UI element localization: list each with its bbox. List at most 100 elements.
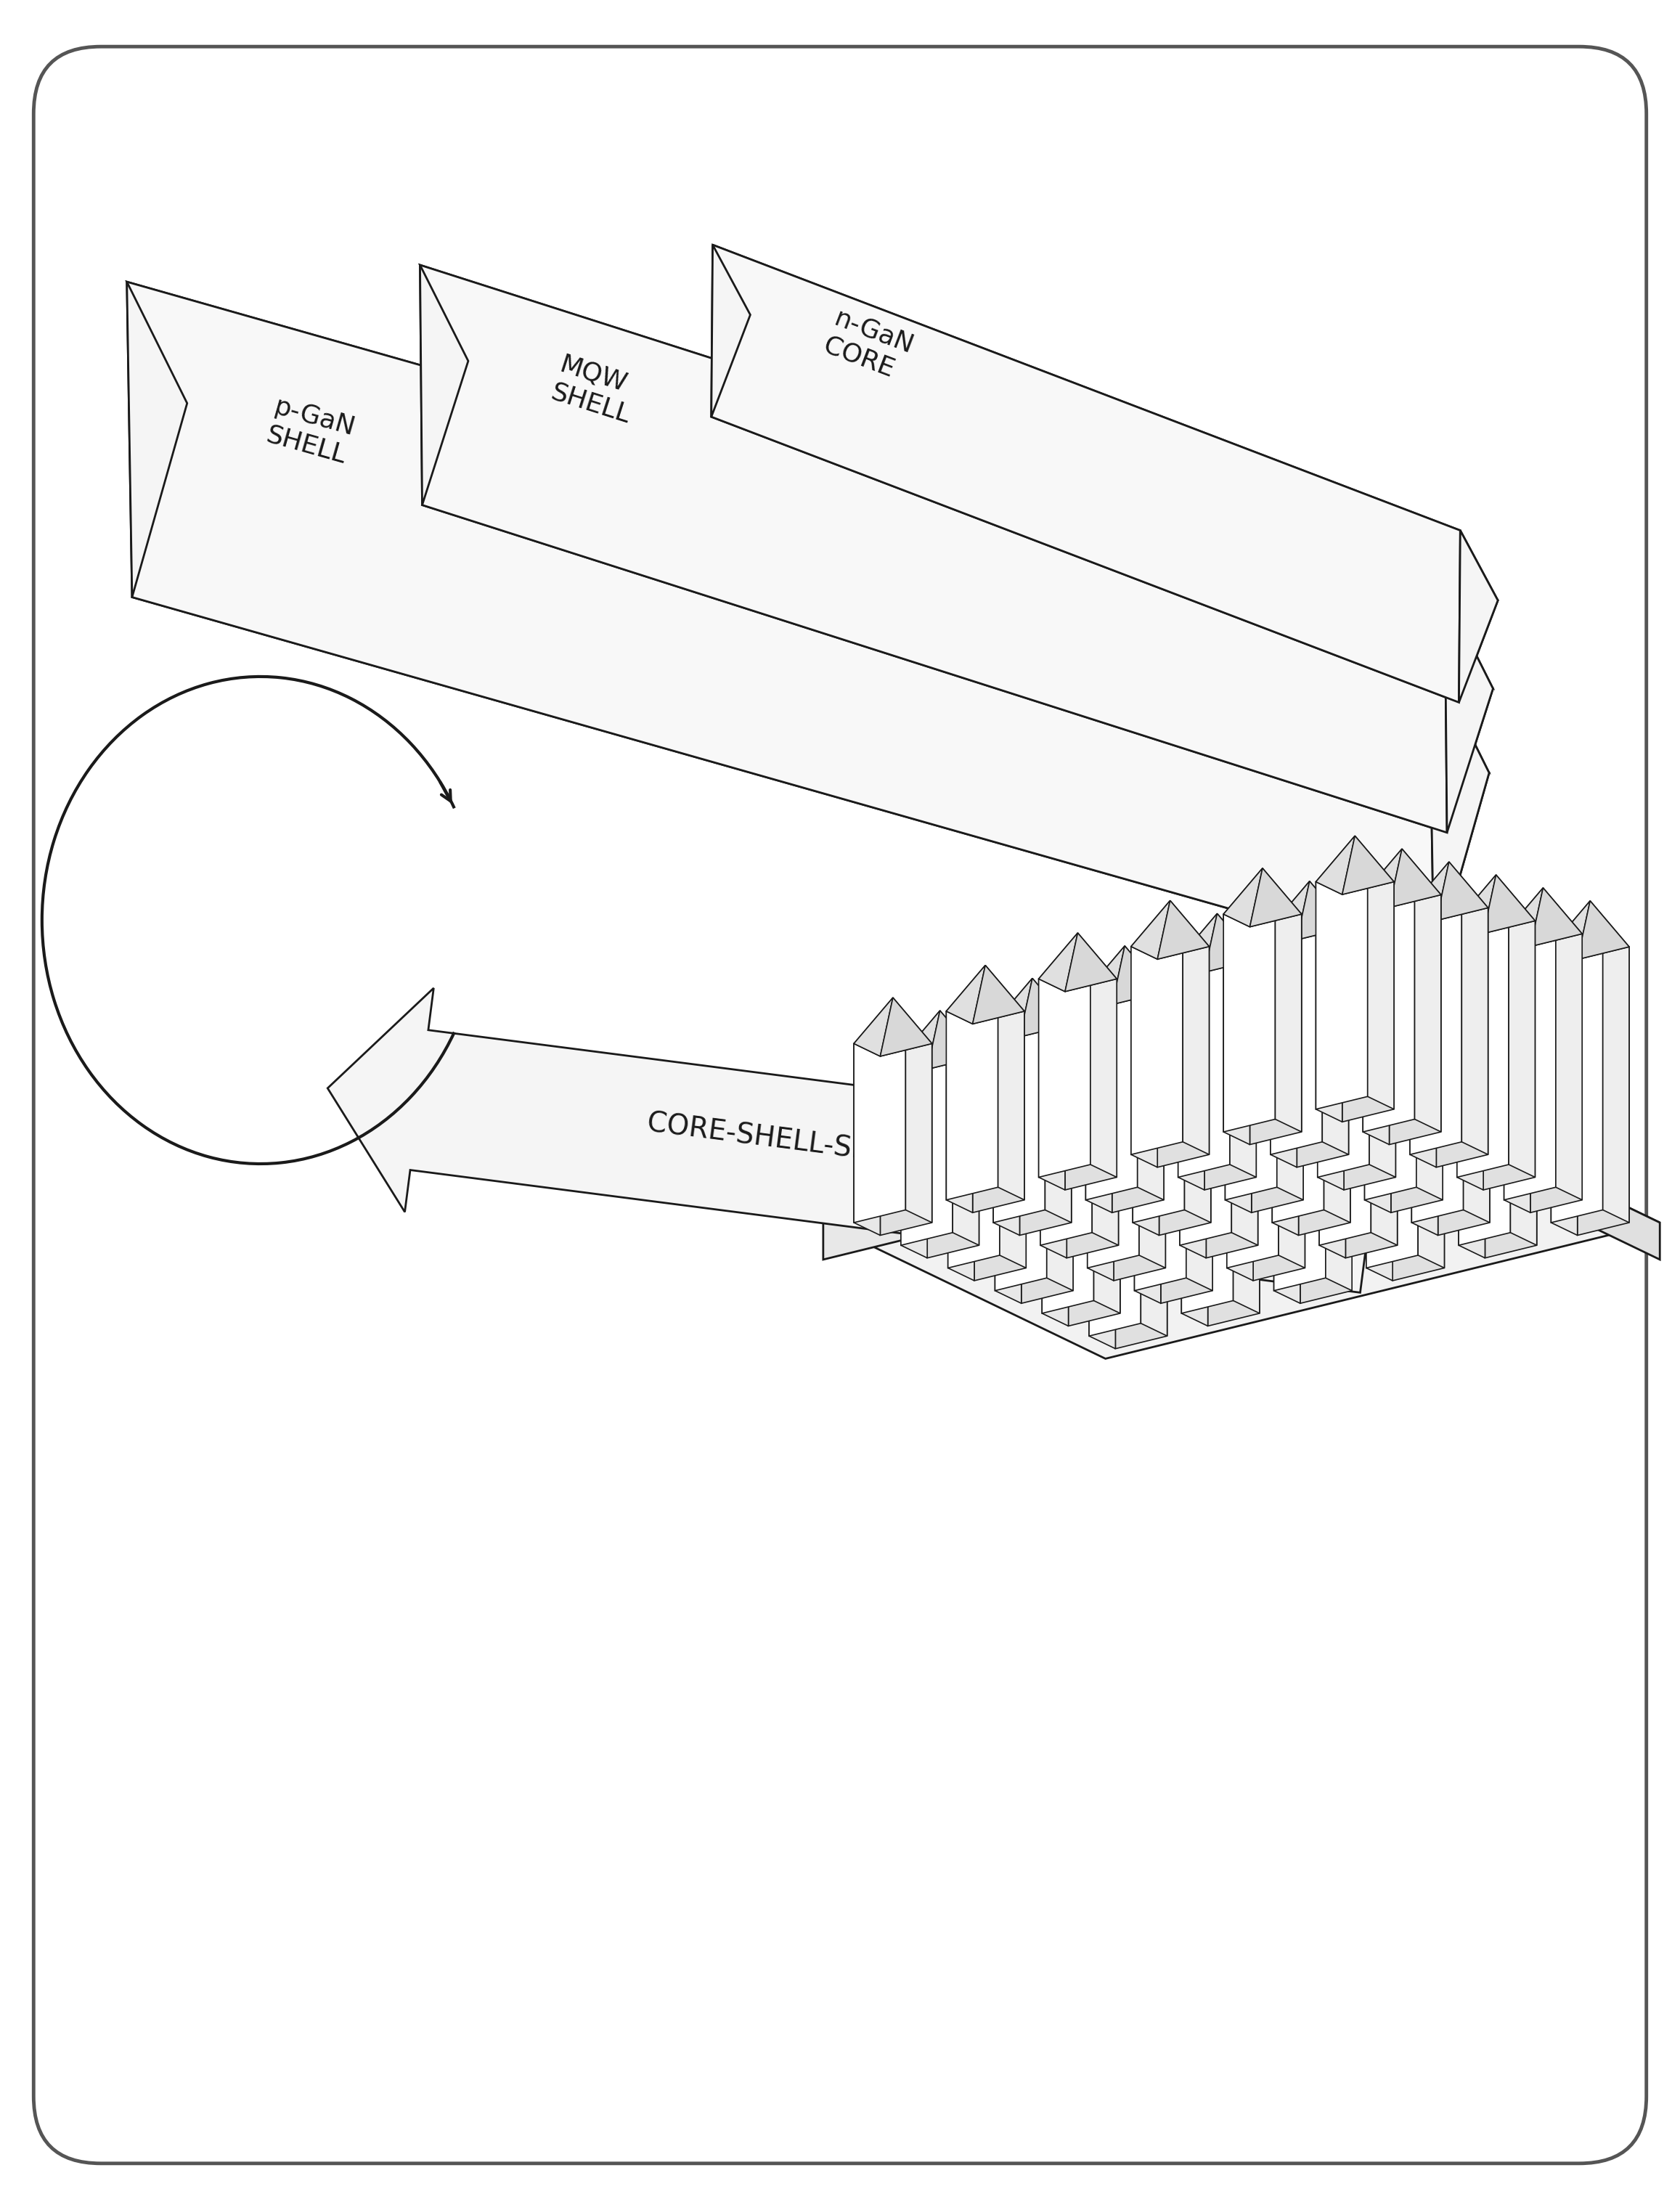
Polygon shape	[1448, 862, 1488, 908]
Polygon shape	[973, 966, 1025, 1023]
Polygon shape	[1265, 926, 1304, 972]
Polygon shape	[420, 265, 1446, 833]
Polygon shape	[1089, 1109, 1116, 1348]
Polygon shape	[993, 1012, 1072, 1036]
Polygon shape	[1132, 992, 1211, 1017]
Polygon shape	[1179, 972, 1231, 1019]
Polygon shape	[1042, 1096, 1068, 1326]
Polygon shape	[1272, 939, 1324, 986]
Polygon shape	[128, 283, 1488, 773]
Polygon shape	[1225, 959, 1304, 986]
Polygon shape	[1137, 979, 1164, 1200]
Polygon shape	[1223, 902, 1302, 926]
Polygon shape	[1032, 979, 1072, 1023]
Polygon shape	[1134, 1063, 1161, 1304]
Polygon shape	[900, 1043, 953, 1244]
Polygon shape	[1272, 972, 1324, 1222]
Polygon shape	[1364, 906, 1416, 953]
Polygon shape	[420, 265, 469, 506]
Polygon shape	[1364, 941, 1443, 966]
Polygon shape	[1159, 959, 1211, 1017]
Polygon shape	[1178, 946, 1230, 1178]
Polygon shape	[1132, 992, 1184, 1222]
Text: CORE-SHELL-SHELL MICROROD LED: CORE-SHELL-SHELL MICROROD LED	[645, 1109, 1152, 1202]
Polygon shape	[988, 1023, 1026, 1070]
Polygon shape	[1126, 1003, 1166, 1050]
Polygon shape	[1378, 1087, 1660, 1260]
Polygon shape	[1458, 933, 1510, 979]
Polygon shape	[1403, 849, 1441, 895]
Polygon shape	[900, 1056, 927, 1257]
Polygon shape	[1391, 906, 1443, 966]
Polygon shape	[948, 1056, 1026, 1083]
Polygon shape	[1485, 933, 1537, 992]
Polygon shape	[1275, 902, 1302, 1132]
Polygon shape	[1021, 1083, 1074, 1304]
Polygon shape	[1342, 882, 1394, 1123]
Polygon shape	[1132, 959, 1184, 1006]
Polygon shape	[1322, 915, 1349, 1154]
Polygon shape	[1458, 966, 1537, 992]
Polygon shape	[953, 1043, 979, 1244]
Polygon shape	[1272, 972, 1351, 999]
Polygon shape	[1253, 1030, 1305, 1280]
Polygon shape	[1226, 1030, 1253, 1280]
Polygon shape	[1362, 895, 1389, 1145]
Polygon shape	[1068, 1096, 1121, 1326]
Polygon shape	[1205, 913, 1257, 972]
Polygon shape	[1411, 919, 1463, 966]
Polygon shape	[1040, 1025, 1092, 1244]
Polygon shape	[1366, 1012, 1393, 1280]
Polygon shape	[1085, 979, 1137, 1200]
Polygon shape	[1042, 1083, 1121, 1107]
Polygon shape	[1499, 933, 1537, 979]
Polygon shape	[1087, 1003, 1126, 1063]
Polygon shape	[1457, 875, 1509, 922]
Polygon shape	[1272, 986, 1299, 1235]
Polygon shape	[894, 997, 932, 1043]
Polygon shape	[1389, 849, 1441, 908]
Polygon shape	[1181, 1030, 1220, 1090]
Polygon shape	[1270, 915, 1322, 1154]
Polygon shape	[1134, 1050, 1213, 1076]
Polygon shape	[1315, 835, 1354, 895]
Polygon shape	[1445, 592, 1494, 833]
Polygon shape	[946, 966, 984, 1023]
Polygon shape	[1270, 882, 1322, 928]
Polygon shape	[1169, 899, 1210, 946]
Polygon shape	[1457, 922, 1483, 1189]
Polygon shape	[1181, 1063, 1260, 1090]
Polygon shape	[1497, 875, 1536, 922]
Polygon shape	[1181, 1030, 1233, 1076]
Polygon shape	[1324, 972, 1351, 1222]
Polygon shape	[1578, 902, 1630, 959]
Polygon shape	[1300, 1043, 1352, 1304]
Polygon shape	[1085, 992, 1112, 1213]
Polygon shape	[1131, 935, 1183, 1154]
Polygon shape	[1158, 899, 1210, 959]
Polygon shape	[1067, 1036, 1119, 1257]
Polygon shape	[1132, 959, 1173, 1017]
Polygon shape	[1087, 1036, 1166, 1063]
Polygon shape	[1273, 1043, 1300, 1304]
Polygon shape	[1366, 999, 1418, 1269]
Polygon shape	[1317, 895, 1357, 953]
Polygon shape	[1299, 939, 1351, 999]
Polygon shape	[1326, 1032, 1352, 1291]
Polygon shape	[1038, 966, 1117, 992]
Polygon shape	[1410, 895, 1488, 922]
Polygon shape	[1225, 972, 1252, 1213]
Polygon shape	[1504, 888, 1556, 935]
Polygon shape	[1020, 979, 1072, 1036]
Polygon shape	[1173, 1017, 1213, 1063]
Polygon shape	[1411, 953, 1463, 1222]
Polygon shape	[1544, 888, 1583, 935]
Polygon shape	[1020, 1023, 1072, 1235]
Polygon shape	[1297, 882, 1349, 939]
Polygon shape	[1179, 1019, 1206, 1257]
Polygon shape	[128, 283, 186, 597]
Polygon shape	[1065, 979, 1117, 1189]
Polygon shape	[1483, 875, 1536, 933]
Polygon shape	[1225, 959, 1277, 1200]
Polygon shape	[1551, 902, 1603, 946]
